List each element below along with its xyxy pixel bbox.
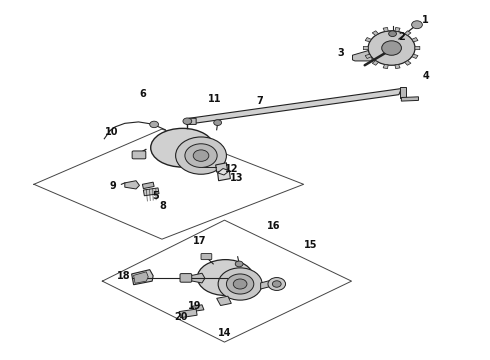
FancyBboxPatch shape xyxy=(201,253,212,260)
Text: 14: 14 xyxy=(218,328,231,338)
FancyBboxPatch shape xyxy=(180,274,192,282)
Circle shape xyxy=(412,21,422,29)
Text: 16: 16 xyxy=(267,221,280,231)
Circle shape xyxy=(185,144,217,167)
Polygon shape xyxy=(189,273,205,283)
Circle shape xyxy=(183,118,192,125)
Ellipse shape xyxy=(197,260,253,296)
Text: 17: 17 xyxy=(193,236,207,246)
Circle shape xyxy=(272,281,281,287)
Text: 10: 10 xyxy=(105,127,119,136)
Text: 6: 6 xyxy=(139,89,146,99)
Circle shape xyxy=(268,278,286,291)
Circle shape xyxy=(389,31,396,37)
Text: 20: 20 xyxy=(174,312,187,322)
Polygon shape xyxy=(365,37,371,42)
Polygon shape xyxy=(179,309,197,318)
Polygon shape xyxy=(132,270,153,285)
Polygon shape xyxy=(261,280,270,289)
Polygon shape xyxy=(218,171,230,181)
Polygon shape xyxy=(405,31,411,36)
Polygon shape xyxy=(405,60,411,65)
Circle shape xyxy=(214,120,221,126)
Circle shape xyxy=(175,137,226,174)
Circle shape xyxy=(368,31,415,65)
Polygon shape xyxy=(400,87,406,98)
Text: 18: 18 xyxy=(117,271,131,281)
Polygon shape xyxy=(218,168,229,175)
Ellipse shape xyxy=(151,129,214,167)
Text: 7: 7 xyxy=(256,96,263,106)
Text: 11: 11 xyxy=(208,94,221,104)
Polygon shape xyxy=(415,46,420,50)
Text: 3: 3 xyxy=(337,48,343,58)
Circle shape xyxy=(218,268,262,300)
Polygon shape xyxy=(395,64,400,69)
Polygon shape xyxy=(134,272,148,283)
Polygon shape xyxy=(365,54,371,59)
Polygon shape xyxy=(143,182,154,189)
Text: 4: 4 xyxy=(422,71,429,81)
Polygon shape xyxy=(125,181,140,189)
Polygon shape xyxy=(217,296,231,306)
Polygon shape xyxy=(395,27,400,32)
Text: 5: 5 xyxy=(153,191,159,201)
Text: 2: 2 xyxy=(398,32,405,41)
Text: 15: 15 xyxy=(304,240,318,250)
Polygon shape xyxy=(372,31,378,36)
Polygon shape xyxy=(372,60,378,65)
Text: 19: 19 xyxy=(189,301,202,311)
Text: 12: 12 xyxy=(224,164,238,174)
Polygon shape xyxy=(412,54,418,59)
Circle shape xyxy=(150,121,159,128)
FancyBboxPatch shape xyxy=(132,151,146,159)
Polygon shape xyxy=(363,46,368,50)
Polygon shape xyxy=(216,163,227,172)
Text: 13: 13 xyxy=(229,173,243,183)
Polygon shape xyxy=(383,64,388,69)
Polygon shape xyxy=(412,37,418,42)
Polygon shape xyxy=(352,50,372,61)
Polygon shape xyxy=(186,118,196,125)
Polygon shape xyxy=(186,89,401,125)
Polygon shape xyxy=(401,97,418,101)
Polygon shape xyxy=(192,305,204,311)
Circle shape xyxy=(233,279,247,289)
Circle shape xyxy=(226,274,254,294)
Text: 1: 1 xyxy=(422,15,429,26)
Circle shape xyxy=(193,150,209,161)
Circle shape xyxy=(235,261,243,267)
Circle shape xyxy=(382,41,401,55)
Polygon shape xyxy=(144,188,159,196)
Text: 8: 8 xyxy=(159,201,166,211)
Polygon shape xyxy=(383,27,388,32)
Text: 9: 9 xyxy=(110,181,117,192)
